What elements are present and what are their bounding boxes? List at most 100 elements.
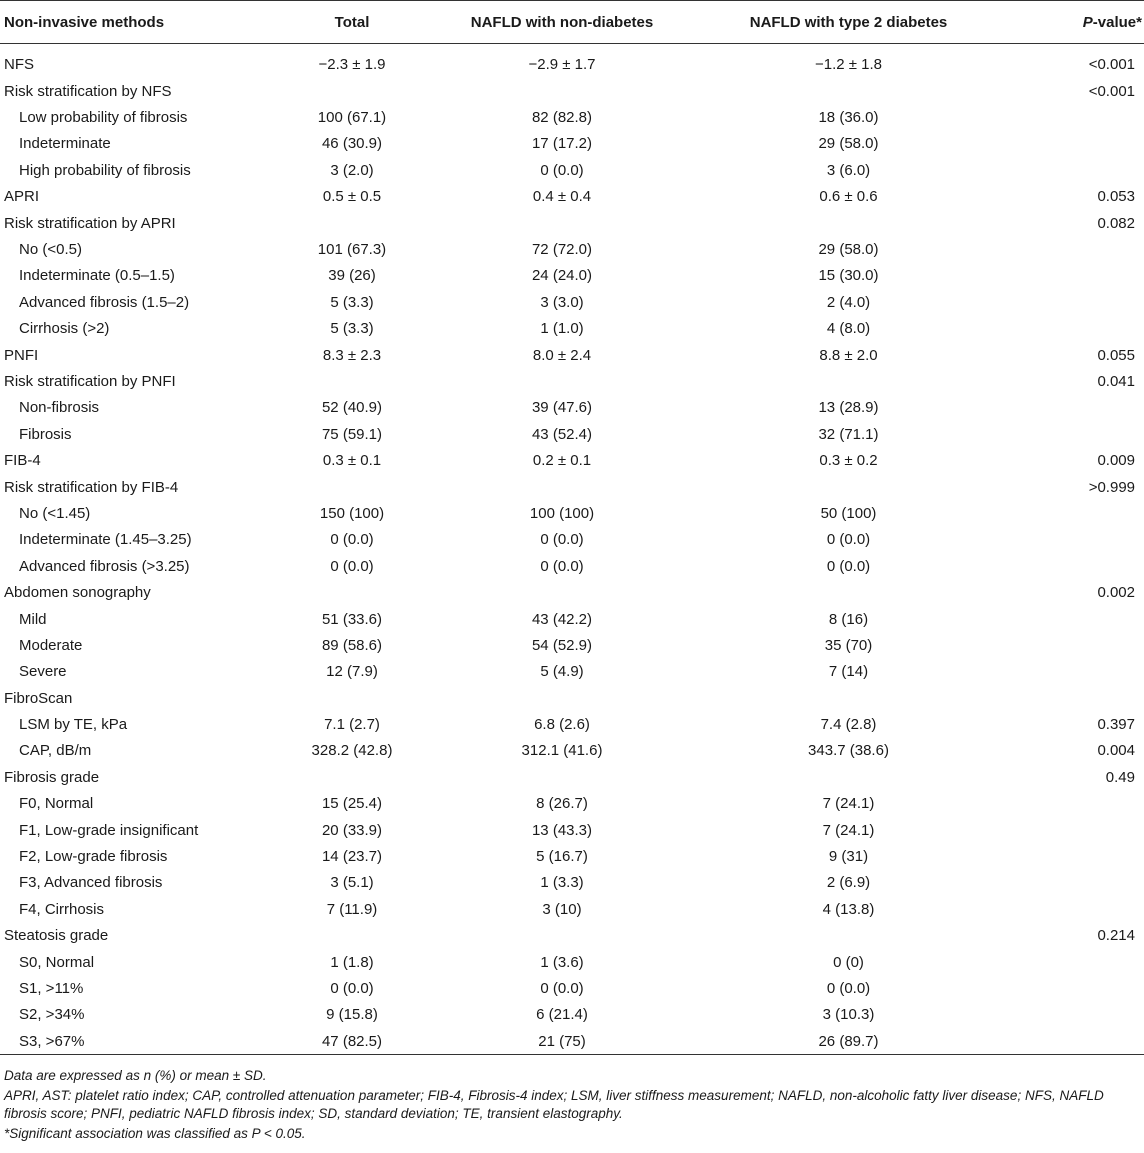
cell-type2-diabetes: 7 (24.1) <box>822 795 875 813</box>
cell-p-value <box>1010 157 1144 183</box>
row-label: F4, Cirrhosis <box>19 900 105 918</box>
cell-non-diabetes: 1 (3.6) <box>540 953 584 971</box>
cell-non-diabetes: 6 (21.4) <box>536 1006 588 1024</box>
row-label: Cirrhosis (>2) <box>19 320 110 338</box>
cell-total: 0 (0.0) <box>330 979 374 997</box>
cell-non-diabetes: 3 (3.0) <box>540 293 584 311</box>
cell-type2-diabetes: 35 (70) <box>824 636 873 654</box>
row-label: Advanced fibrosis (>3.25) <box>19 557 190 575</box>
cell-p-value <box>1010 395 1144 421</box>
table-row: Risk stratification by PNFI 0.041 <box>0 368 1144 394</box>
cell-non-diabetes: 82 (82.8) <box>531 109 593 127</box>
cell-type2-diabetes: 4 (13.8) <box>822 900 875 918</box>
cell-type2-diabetes <box>687 923 1010 949</box>
row-label: Steatosis grade <box>4 927 109 945</box>
cell-type2-diabetes: 7.4 (2.8) <box>820 716 877 734</box>
table-row: Severe 12 (7.9) 5 (4.9) 7 (14) <box>0 659 1144 685</box>
cell-type2-diabetes: 18 (36.0) <box>818 109 879 127</box>
cell-total <box>267 368 437 394</box>
table-row: Fibrosis 75 (59.1) 43 (52.4) 32 (71.1) <box>0 421 1144 447</box>
header-non-diabetes: NAFLD with non-diabetes <box>437 0 687 44</box>
cell-p-value <box>1010 289 1144 315</box>
table-row: Advanced fibrosis (1.5–2) 5 (3.3) 3 (3.0) 2… <box>0 289 1144 315</box>
header-row: Non-invasive methods Total NAFLD with no… <box>0 0 1144 44</box>
cell-p-value <box>1010 263 1144 289</box>
cell-p-value <box>1010 104 1144 130</box>
cell-total <box>267 78 437 104</box>
cell-total: 1 (1.8) <box>330 953 374 971</box>
cell-total: 47 (82.5) <box>267 1028 437 1056</box>
cell-p-value: 0.055 <box>1097 346 1135 364</box>
cell-p-value <box>1010 1028 1144 1056</box>
cell-non-diabetes: 3 (10) <box>542 900 582 918</box>
cell-total: 14 (23.7) <box>321 848 383 866</box>
cell-total: 150 (100) <box>319 504 385 522</box>
cell-total: −2.3 ± 1.9 <box>318 55 386 73</box>
cell-non-diabetes: 72 (72.0) <box>531 241 593 259</box>
cell-p-value: 0.041 <box>1097 372 1135 390</box>
table-row: F4, Cirrhosis 7 (11.9) 3 (10) 4 (13.8) <box>0 896 1144 922</box>
table-row: LSM by TE, kPa 7.1 (2.7) 6.8 (2.6) 7.4 (2.8… <box>0 711 1144 737</box>
cell-non-diabetes: 5 (16.7) <box>536 848 588 866</box>
cell-p-value <box>1010 500 1144 526</box>
cell-type2-diabetes: 7 (14) <box>828 663 869 681</box>
cell-non-diabetes: 21 (75) <box>437 1028 687 1056</box>
row-label: Indeterminate <box>19 135 111 153</box>
table-row: Indeterminate 46 (30.9) 17 (17.2) 29 (58.0) <box>0 131 1144 157</box>
header-p-value: P-value* <box>1010 0 1144 44</box>
cell-type2-diabetes: 343.7 (38.6) <box>808 742 889 760</box>
cell-type2-diabetes: 0 (0.0) <box>826 557 871 575</box>
footnote-abbreviations: APRI, AST: platelet ratio index; CAP, co… <box>4 1088 1104 1122</box>
header-p-letter: P <box>1082 13 1093 31</box>
row-label: Abdomen sonography <box>4 584 151 602</box>
cell-type2-diabetes: 29 (58.0) <box>818 241 879 259</box>
table-row: Cirrhosis (>2) 5 (3.3) 1 (1.0) 4 (8.0) <box>0 316 1144 342</box>
cell-total: 89 (58.6) <box>321 636 383 654</box>
row-label: Mild <box>19 610 47 628</box>
table-row: Risk stratification by FIB-4 >0.999 <box>0 474 1144 500</box>
row-label: F2, Low-grade fibrosis <box>19 848 168 866</box>
cell-total <box>267 923 437 949</box>
cell-type2-diabetes: 8.8 ± 2.0 <box>819 346 878 364</box>
cell-non-diabetes: 0 (0.0) <box>540 161 584 179</box>
cell-non-diabetes <box>437 764 687 790</box>
cell-type2-diabetes: 0.3 ± 0.2 <box>819 452 878 470</box>
table-row: High probability of fibrosis 3 (2.0) 0 (0.… <box>0 157 1144 183</box>
cell-non-diabetes: 1 (3.3) <box>540 874 584 892</box>
cell-total <box>267 210 437 236</box>
cell-type2-diabetes: 29 (58.0) <box>818 135 879 153</box>
cell-p-value <box>1010 316 1144 342</box>
cell-p-value <box>1010 606 1144 632</box>
row-label: Indeterminate (1.45–3.25) <box>19 531 192 549</box>
row-label: Fibrosis <box>19 425 72 443</box>
cell-p-value <box>1010 685 1144 711</box>
cell-total <box>267 764 437 790</box>
cell-non-diabetes <box>437 474 687 500</box>
cell-total: 52 (40.9) <box>321 399 383 417</box>
cell-total: 7 (11.9) <box>326 900 378 918</box>
cell-total: 51 (33.6) <box>321 610 383 628</box>
cell-type2-diabetes: 15 (30.0) <box>818 267 879 285</box>
cell-non-diabetes: 0 (0.0) <box>540 531 584 549</box>
table-row: Indeterminate (1.45–3.25) 0 (0.0) 0 (0.0) 0… <box>0 527 1144 553</box>
cell-type2-diabetes <box>687 78 1010 104</box>
cell-total: 46 (30.9) <box>321 135 383 153</box>
cell-type2-diabetes <box>687 764 1010 790</box>
cell-total: 100 (67.1) <box>317 109 387 127</box>
cell-type2-diabetes: 0 (0.0) <box>826 531 871 549</box>
row-label: Risk stratification by FIB-4 <box>4 478 179 496</box>
cell-p-value <box>1010 236 1144 262</box>
cell-non-diabetes: 0.4 ± 0.4 <box>532 188 592 206</box>
cell-non-diabetes: 1 (1.0) <box>540 320 584 338</box>
row-label: PNFI <box>4 346 39 364</box>
row-label: S1, >11% <box>19 979 84 997</box>
cell-type2-diabetes: 2 (6.9) <box>826 874 871 892</box>
table-row: Advanced fibrosis (>3.25) 0 (0.0) 0 (0.0) 0… <box>0 553 1144 579</box>
row-label: Risk stratification by NFS <box>4 82 172 100</box>
header-p-suffix: -value* <box>1092 13 1142 31</box>
table-row: CAP, dB/m 328.2 (42.8) 312.1 (41.6) 343.7 (… <box>0 738 1144 764</box>
cell-total: 20 (33.9) <box>321 821 383 839</box>
cell-type2-diabetes: 8 (16) <box>828 610 869 628</box>
table-row: F1, Low-grade insignificant 20 (33.9) 13 (… <box>0 817 1144 843</box>
row-label: FibroScan <box>4 689 73 707</box>
